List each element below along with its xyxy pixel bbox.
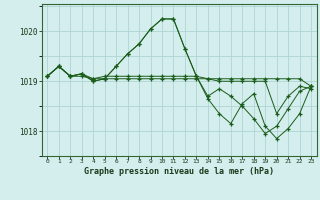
X-axis label: Graphe pression niveau de la mer (hPa): Graphe pression niveau de la mer (hPa) (84, 167, 274, 176)
